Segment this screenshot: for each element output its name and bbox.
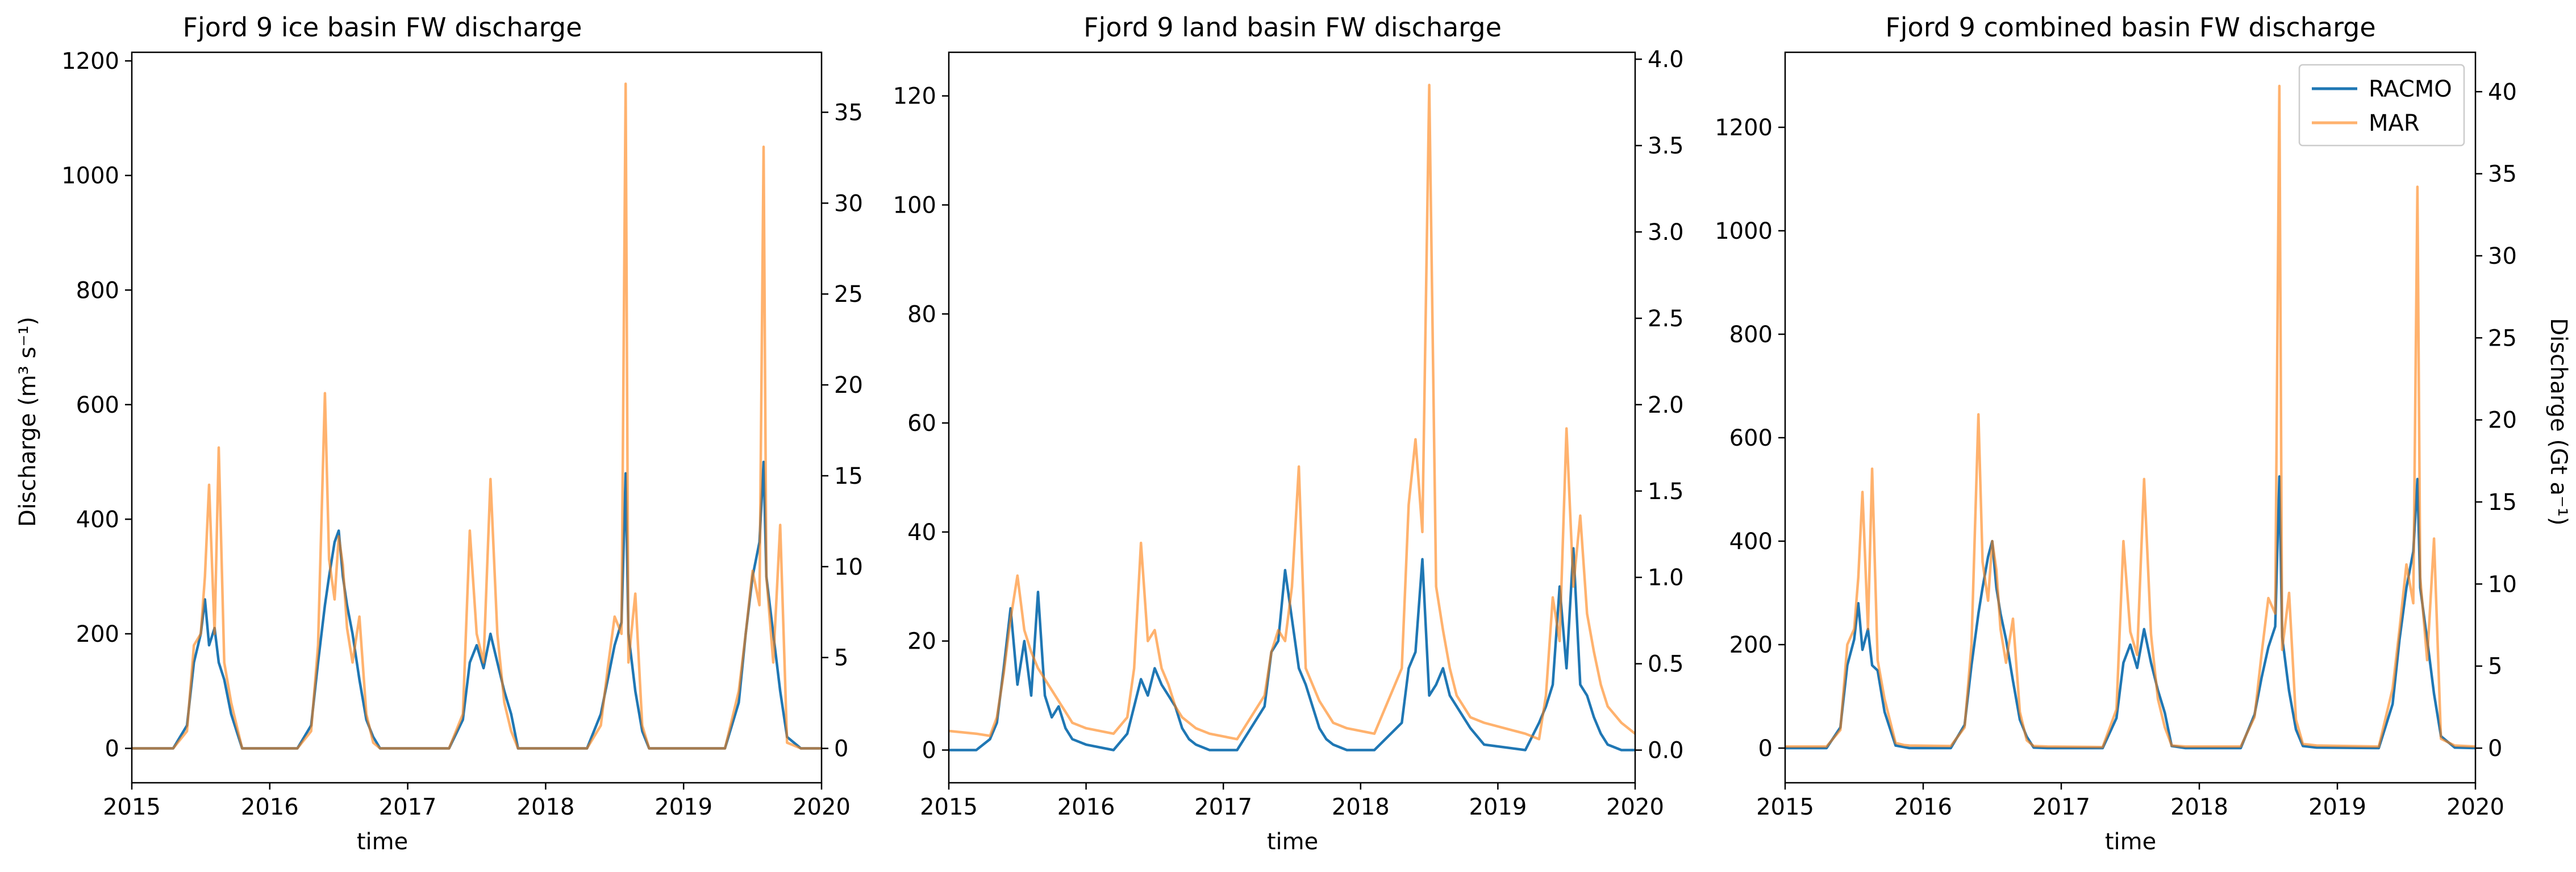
y-right-tick-label: 2.5 (1648, 306, 1684, 332)
y-right-tick-label: 0 (834, 736, 848, 762)
plot-frame (131, 51, 823, 784)
x-tick-label: 2016 (1057, 794, 1115, 820)
y-tick-label: 1200 (61, 48, 119, 74)
y-right-tick-label: 4.0 (1648, 47, 1684, 73)
chart-title: Fjord 9 land basin FW discharge (1083, 12, 1502, 43)
y-right-tick-label: 5 (2488, 654, 2502, 680)
y-tick-label: 100 (893, 193, 936, 219)
x-tick-label: 2017 (1194, 794, 1252, 820)
legend-label: RACMO (2369, 76, 2452, 102)
y-right-tick-label: 40 (2488, 79, 2517, 105)
x-tick-label: 2015 (1756, 794, 1814, 820)
y-tick-label: 400 (1729, 529, 1773, 555)
y-right-tick-label: 35 (834, 100, 863, 126)
plot-frame (948, 51, 1636, 784)
y-tick-label: 0 (922, 737, 936, 763)
y-right-tick-label: 3.5 (1648, 133, 1684, 159)
y-right-tick-label: 10 (834, 554, 863, 580)
x-tick-label: 2017 (379, 794, 437, 820)
chart-title: Fjord 9 ice basin FW discharge (183, 12, 582, 43)
legend: RACMO MAR (2298, 64, 2465, 147)
y-tick-label: 0 (1758, 736, 1773, 762)
y-right-tick-label: 15 (2488, 489, 2517, 516)
y-right-tick-label: 2.0 (1648, 392, 1684, 418)
x-axis-label: time (1267, 829, 1318, 855)
y-right-tick-label: 3.0 (1648, 219, 1684, 246)
y-tick-label: 800 (76, 277, 119, 304)
x-tick-label: 2019 (2308, 794, 2366, 820)
y-right-tick-label: 0 (2488, 736, 2502, 762)
legend-box (2298, 64, 2465, 147)
legend-label: MAR (2369, 110, 2420, 136)
y-tick-label: 40 (907, 520, 936, 546)
series-line-racmo (132, 460, 822, 750)
y-right-tick-label: 30 (834, 190, 863, 217)
x-tick-label: 2020 (1606, 794, 1664, 820)
chart-title: Fjord 9 combined basin FW discharge (1885, 12, 2375, 43)
y-right-tick-label: 0.5 (1648, 651, 1684, 678)
series-line-mar (1785, 84, 2475, 749)
x-tick-label: 2020 (793, 794, 851, 820)
y-tick-label: 1000 (61, 163, 119, 189)
x-tick-label: 2020 (2446, 794, 2504, 820)
y-right-tick-label: 25 (2488, 325, 2517, 351)
series-line-racmo (1785, 475, 2475, 750)
y-right-tick-label: 20 (2488, 408, 2517, 434)
series-line-mar (132, 82, 822, 750)
x-tick-label: 2018 (517, 794, 575, 820)
y-axis-right-label: Discharge (Gt a⁻¹) (2545, 318, 2571, 525)
y-right-tick-label: 25 (834, 281, 863, 308)
y-tick-label: 200 (1729, 632, 1773, 658)
x-tick-label: 2018 (2170, 794, 2228, 820)
x-tick-label: 2016 (241, 794, 299, 820)
y-right-tick-label: 15 (834, 463, 863, 489)
x-axis-label: time (357, 829, 408, 855)
y-tick-label: 60 (907, 410, 936, 437)
y-tick-label: 80 (907, 301, 936, 327)
y-right-tick-label: 1.5 (1648, 479, 1684, 505)
y-right-tick-label: 35 (2488, 161, 2517, 188)
y-tick-label: 20 (907, 629, 936, 655)
y-tick-label: 600 (76, 392, 119, 418)
subplot-combined-basin: Fjord 9 combined basin FW discharge time… (1715, 12, 2571, 855)
y-tick-label: 400 (76, 506, 119, 533)
y-right-tick-label: 5 (834, 645, 848, 671)
x-tick-label: 2015 (920, 794, 978, 820)
x-tick-label: 2016 (1894, 794, 1952, 820)
y-right-tick-label: 30 (2488, 243, 2517, 269)
x-tick-label: 2019 (655, 794, 712, 820)
x-tick-label: 2019 (1469, 794, 1527, 820)
y-right-tick-label: 1.0 (1648, 565, 1684, 591)
subplot-ice-basin: Fjord 9 ice basin FW discharge Discharge… (15, 12, 863, 855)
y-right-tick-label: 20 (834, 372, 863, 398)
y-tick-label: 600 (1729, 425, 1773, 451)
y-tick-label: 0 (105, 736, 119, 762)
subplot-land-basin: Fjord 9 land basin FW discharge time 0 20… (893, 12, 1684, 855)
y-tick-label: 1200 (1715, 115, 1773, 141)
plot-frame (1784, 51, 2477, 784)
x-axis-label: time (2105, 829, 2156, 855)
y-tick-label: 200 (76, 621, 119, 647)
y-tick-label: 1000 (1715, 218, 1773, 244)
y-right-tick-label: 10 (2488, 571, 2517, 597)
x-tick-label: 2018 (1332, 794, 1390, 820)
series-line-mar (949, 84, 1635, 741)
y-tick-label: 120 (893, 84, 936, 110)
y-right-tick-label: 0.0 (1648, 738, 1684, 764)
y-tick-label: 800 (1729, 322, 1773, 348)
x-tick-label: 2017 (2032, 794, 2090, 820)
y-axis-label: Discharge (m³ s⁻¹) (15, 317, 41, 527)
x-tick-label: 2015 (103, 794, 161, 820)
